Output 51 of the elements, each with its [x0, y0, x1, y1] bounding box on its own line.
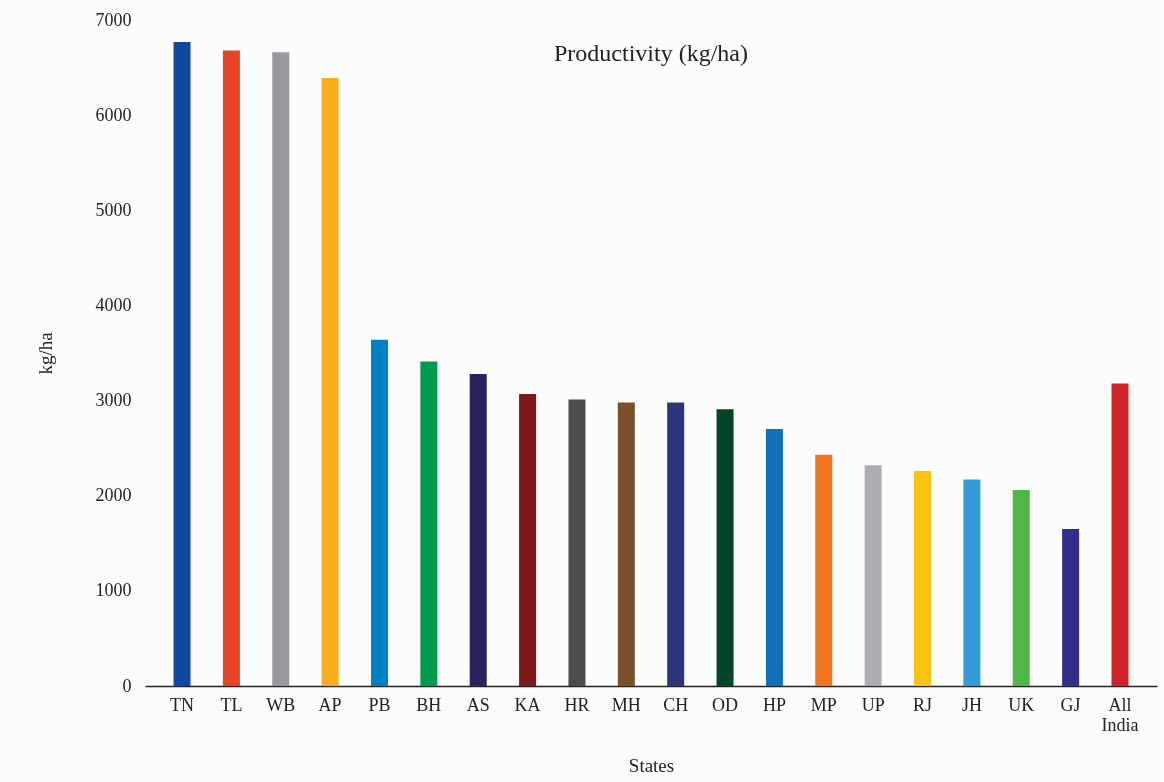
- bar: [420, 361, 438, 686]
- bar: [667, 402, 685, 686]
- x-tick-label: AS: [466, 694, 490, 715]
- bar: [765, 429, 783, 686]
- y-tick-label: 6000: [95, 104, 132, 125]
- x-tick-label: JH: [961, 694, 982, 715]
- x-tick-label: UK: [1008, 694, 1035, 715]
- bar: [173, 41, 191, 686]
- x-tick-label: WB: [266, 694, 296, 715]
- x-tick-label: BH: [416, 694, 442, 715]
- bar: [963, 479, 981, 686]
- x-tick-label: OD: [712, 694, 739, 715]
- x-tick-label: AP: [318, 694, 342, 715]
- bar: [519, 393, 537, 686]
- x-tick-label: RJ: [913, 694, 933, 715]
- y-tick-label: 7000: [95, 9, 132, 30]
- y-axis-title: kg/ha: [34, 331, 56, 375]
- x-tick-label: GJ: [1060, 694, 1081, 715]
- bar: [617, 402, 635, 686]
- x-tick-label: MH: [611, 694, 641, 715]
- bar: [222, 50, 240, 686]
- x-tick-label: All India: [1101, 694, 1139, 735]
- x-tick-label: HR: [564, 694, 590, 715]
- y-tick-label: 3000: [95, 390, 132, 411]
- bar: [568, 399, 586, 686]
- x-tick-label: HP: [762, 694, 786, 715]
- x-axis-title: States: [628, 754, 675, 776]
- y-tick-label: 5000: [95, 199, 132, 220]
- bar: [1012, 490, 1030, 686]
- x-tick-label: CH: [663, 694, 689, 715]
- text: Productivity (kg/ha): [554, 40, 748, 66]
- y-tick-label: 4000: [95, 294, 132, 315]
- y-tick-label: 0: [122, 675, 132, 696]
- x-tick-label: UP: [861, 694, 885, 715]
- x-tick-label: TL: [220, 694, 243, 715]
- x-tick-label: MP: [810, 694, 837, 715]
- x-tick-label: PB: [368, 694, 391, 715]
- bar: [914, 470, 932, 686]
- bar: [1111, 383, 1129, 686]
- bar: [370, 339, 388, 686]
- bar: [815, 454, 833, 686]
- bar: [1062, 529, 1080, 686]
- bar: [864, 465, 882, 686]
- x-tick-label: TN: [170, 694, 195, 715]
- bar: [716, 409, 734, 686]
- bar: [321, 78, 339, 686]
- bar: [469, 373, 487, 686]
- y-tick-label: 2000: [95, 485, 132, 506]
- y-tick-label: 1000: [95, 580, 132, 601]
- x-tick-label: KA: [514, 694, 541, 715]
- bar: [272, 52, 290, 686]
